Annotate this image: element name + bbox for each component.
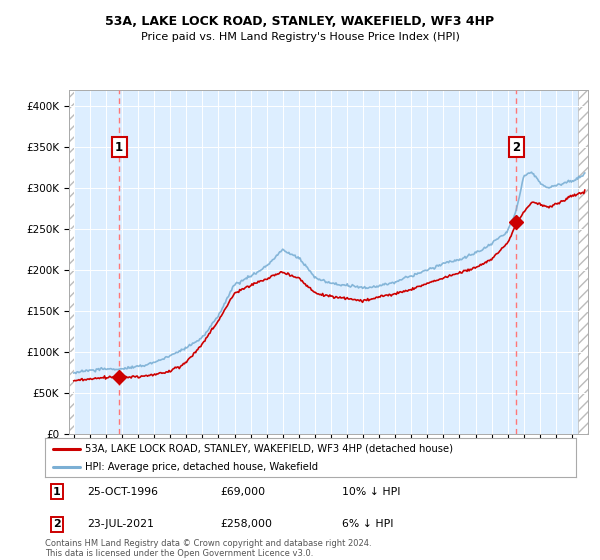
Text: HPI: Average price, detached house, Wakefield: HPI: Average price, detached house, Wake… [85, 461, 318, 472]
Text: 2: 2 [512, 141, 521, 153]
Text: 2: 2 [53, 519, 61, 529]
Text: 6% ↓ HPI: 6% ↓ HPI [343, 519, 394, 529]
Bar [69, 90, 74, 434]
Text: 23-JUL-2021: 23-JUL-2021 [88, 519, 154, 529]
Text: Price paid vs. HM Land Registry's House Price Index (HPI): Price paid vs. HM Land Registry's House … [140, 32, 460, 43]
Text: £69,000: £69,000 [220, 487, 265, 497]
Bar [578, 90, 588, 434]
Text: 25-OCT-1996: 25-OCT-1996 [88, 487, 158, 497]
Text: £258,000: £258,000 [220, 519, 272, 529]
Text: 53A, LAKE LOCK ROAD, STANLEY, WAKEFIELD, WF3 4HP (detached house): 53A, LAKE LOCK ROAD, STANLEY, WAKEFIELD,… [85, 444, 453, 454]
Text: 10% ↓ HPI: 10% ↓ HPI [343, 487, 401, 497]
Text: 1: 1 [53, 487, 61, 497]
Text: Contains HM Land Registry data © Crown copyright and database right 2024.
This d: Contains HM Land Registry data © Crown c… [45, 539, 371, 558]
Text: 53A, LAKE LOCK ROAD, STANLEY, WAKEFIELD, WF3 4HP: 53A, LAKE LOCK ROAD, STANLEY, WAKEFIELD,… [106, 15, 494, 28]
Text: 1: 1 [115, 141, 123, 153]
